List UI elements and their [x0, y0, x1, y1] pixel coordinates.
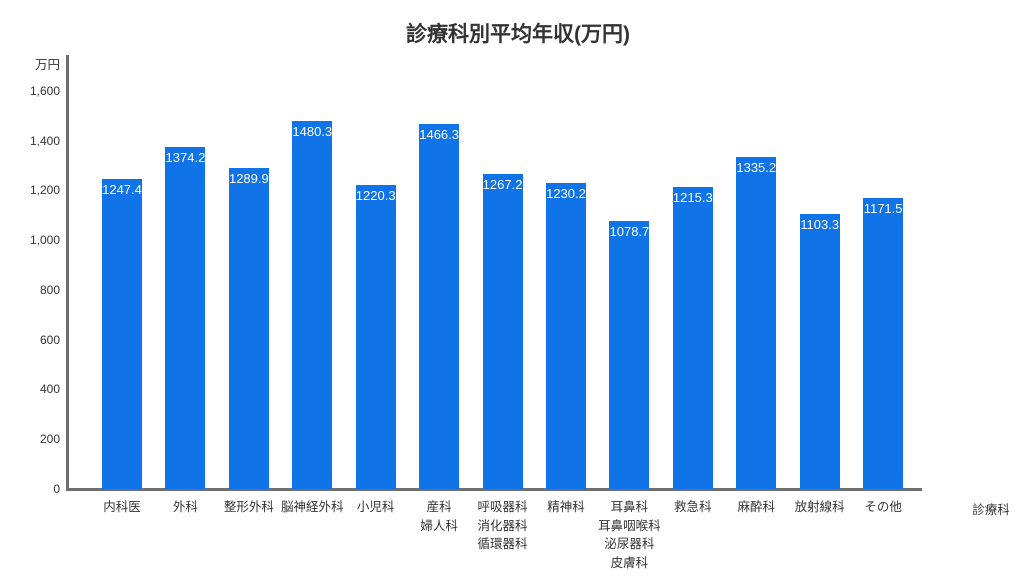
y-axis-unit-label: 万円	[34, 58, 60, 72]
y-axis-tick-label: 1,400	[29, 133, 60, 148]
bar-value-label: 1289.9	[228, 171, 269, 187]
bar-value-label: 1267.2	[482, 176, 523, 192]
x-category-label: 小児科	[356, 500, 395, 514]
y-axis-tick-label: 400	[39, 382, 60, 397]
bar: 1289.9	[228, 168, 269, 489]
x-category-label: その他	[864, 500, 902, 514]
bar-value-label: 1247.4	[102, 181, 142, 197]
y-axis-tick-label: 1,600	[29, 83, 60, 98]
x-category-label: 救急科	[674, 500, 712, 514]
y-axis-tick-label: 1,200	[29, 183, 60, 198]
x-category-label: 呼吸器科 消化器科 循環器科	[477, 500, 528, 551]
bar: 1374.2	[165, 147, 206, 489]
chart-title: 診療科別平均年収(万円)	[406, 23, 630, 46]
bar: 1230.2	[545, 182, 586, 489]
x-axis-line	[66, 488, 922, 491]
bar: 1103.3	[799, 214, 840, 489]
x-category-label: 放射線科	[794, 500, 845, 514]
bar-value-label: 1220.3	[355, 188, 396, 204]
x-category-label: 外科	[172, 500, 198, 514]
y-axis-tick-label: 600	[39, 332, 60, 347]
y-axis-tick-label: 200	[39, 432, 60, 447]
y-axis-tick-label: 0	[53, 482, 60, 496]
bar-value-label: 1466.3	[419, 127, 460, 143]
bar-value-label: 1335.2	[736, 159, 777, 175]
x-category-label: 麻酔科	[737, 500, 775, 514]
bar: 1466.3	[419, 124, 460, 489]
bar-value-label: 1215.3	[672, 189, 713, 205]
bar-value-label: 1480.3	[292, 123, 333, 139]
bar: 1267.2	[482, 173, 523, 489]
bar: 1078.7	[609, 220, 650, 489]
bar: 1247.4	[102, 178, 142, 489]
y-axis-tick-label: 800	[39, 282, 60, 297]
x-category-label: 整形外科	[223, 500, 274, 514]
x-category-label: 耳鼻科 耳鼻咽喉科 泌尿器科 皮膚科	[598, 500, 661, 570]
x-category-label: 産科 婦人科	[420, 500, 458, 533]
bar-value-label: 1374.2	[165, 150, 206, 166]
y-axis-line	[66, 55, 69, 491]
bar-value-label: 1078.7	[609, 223, 650, 239]
bar: 1335.2	[736, 156, 777, 489]
y-axis-tick-label: 1,000	[29, 233, 60, 248]
x-axis-title: 診療科	[972, 503, 1010, 517]
bar: 1215.3	[672, 186, 713, 489]
bar-value-label: 1230.2	[546, 185, 586, 201]
bar: 1171.5	[863, 197, 904, 489]
x-category-label: 内科医	[103, 500, 141, 514]
bar-value-label: 1103.3	[800, 217, 840, 233]
bar: 1220.3	[355, 185, 396, 489]
x-category-label: 脳神経外科	[281, 500, 344, 514]
bar-value-label: 1171.5	[863, 200, 903, 216]
x-category-label: 精神科	[547, 500, 585, 514]
bar: 1480.3	[292, 120, 333, 489]
